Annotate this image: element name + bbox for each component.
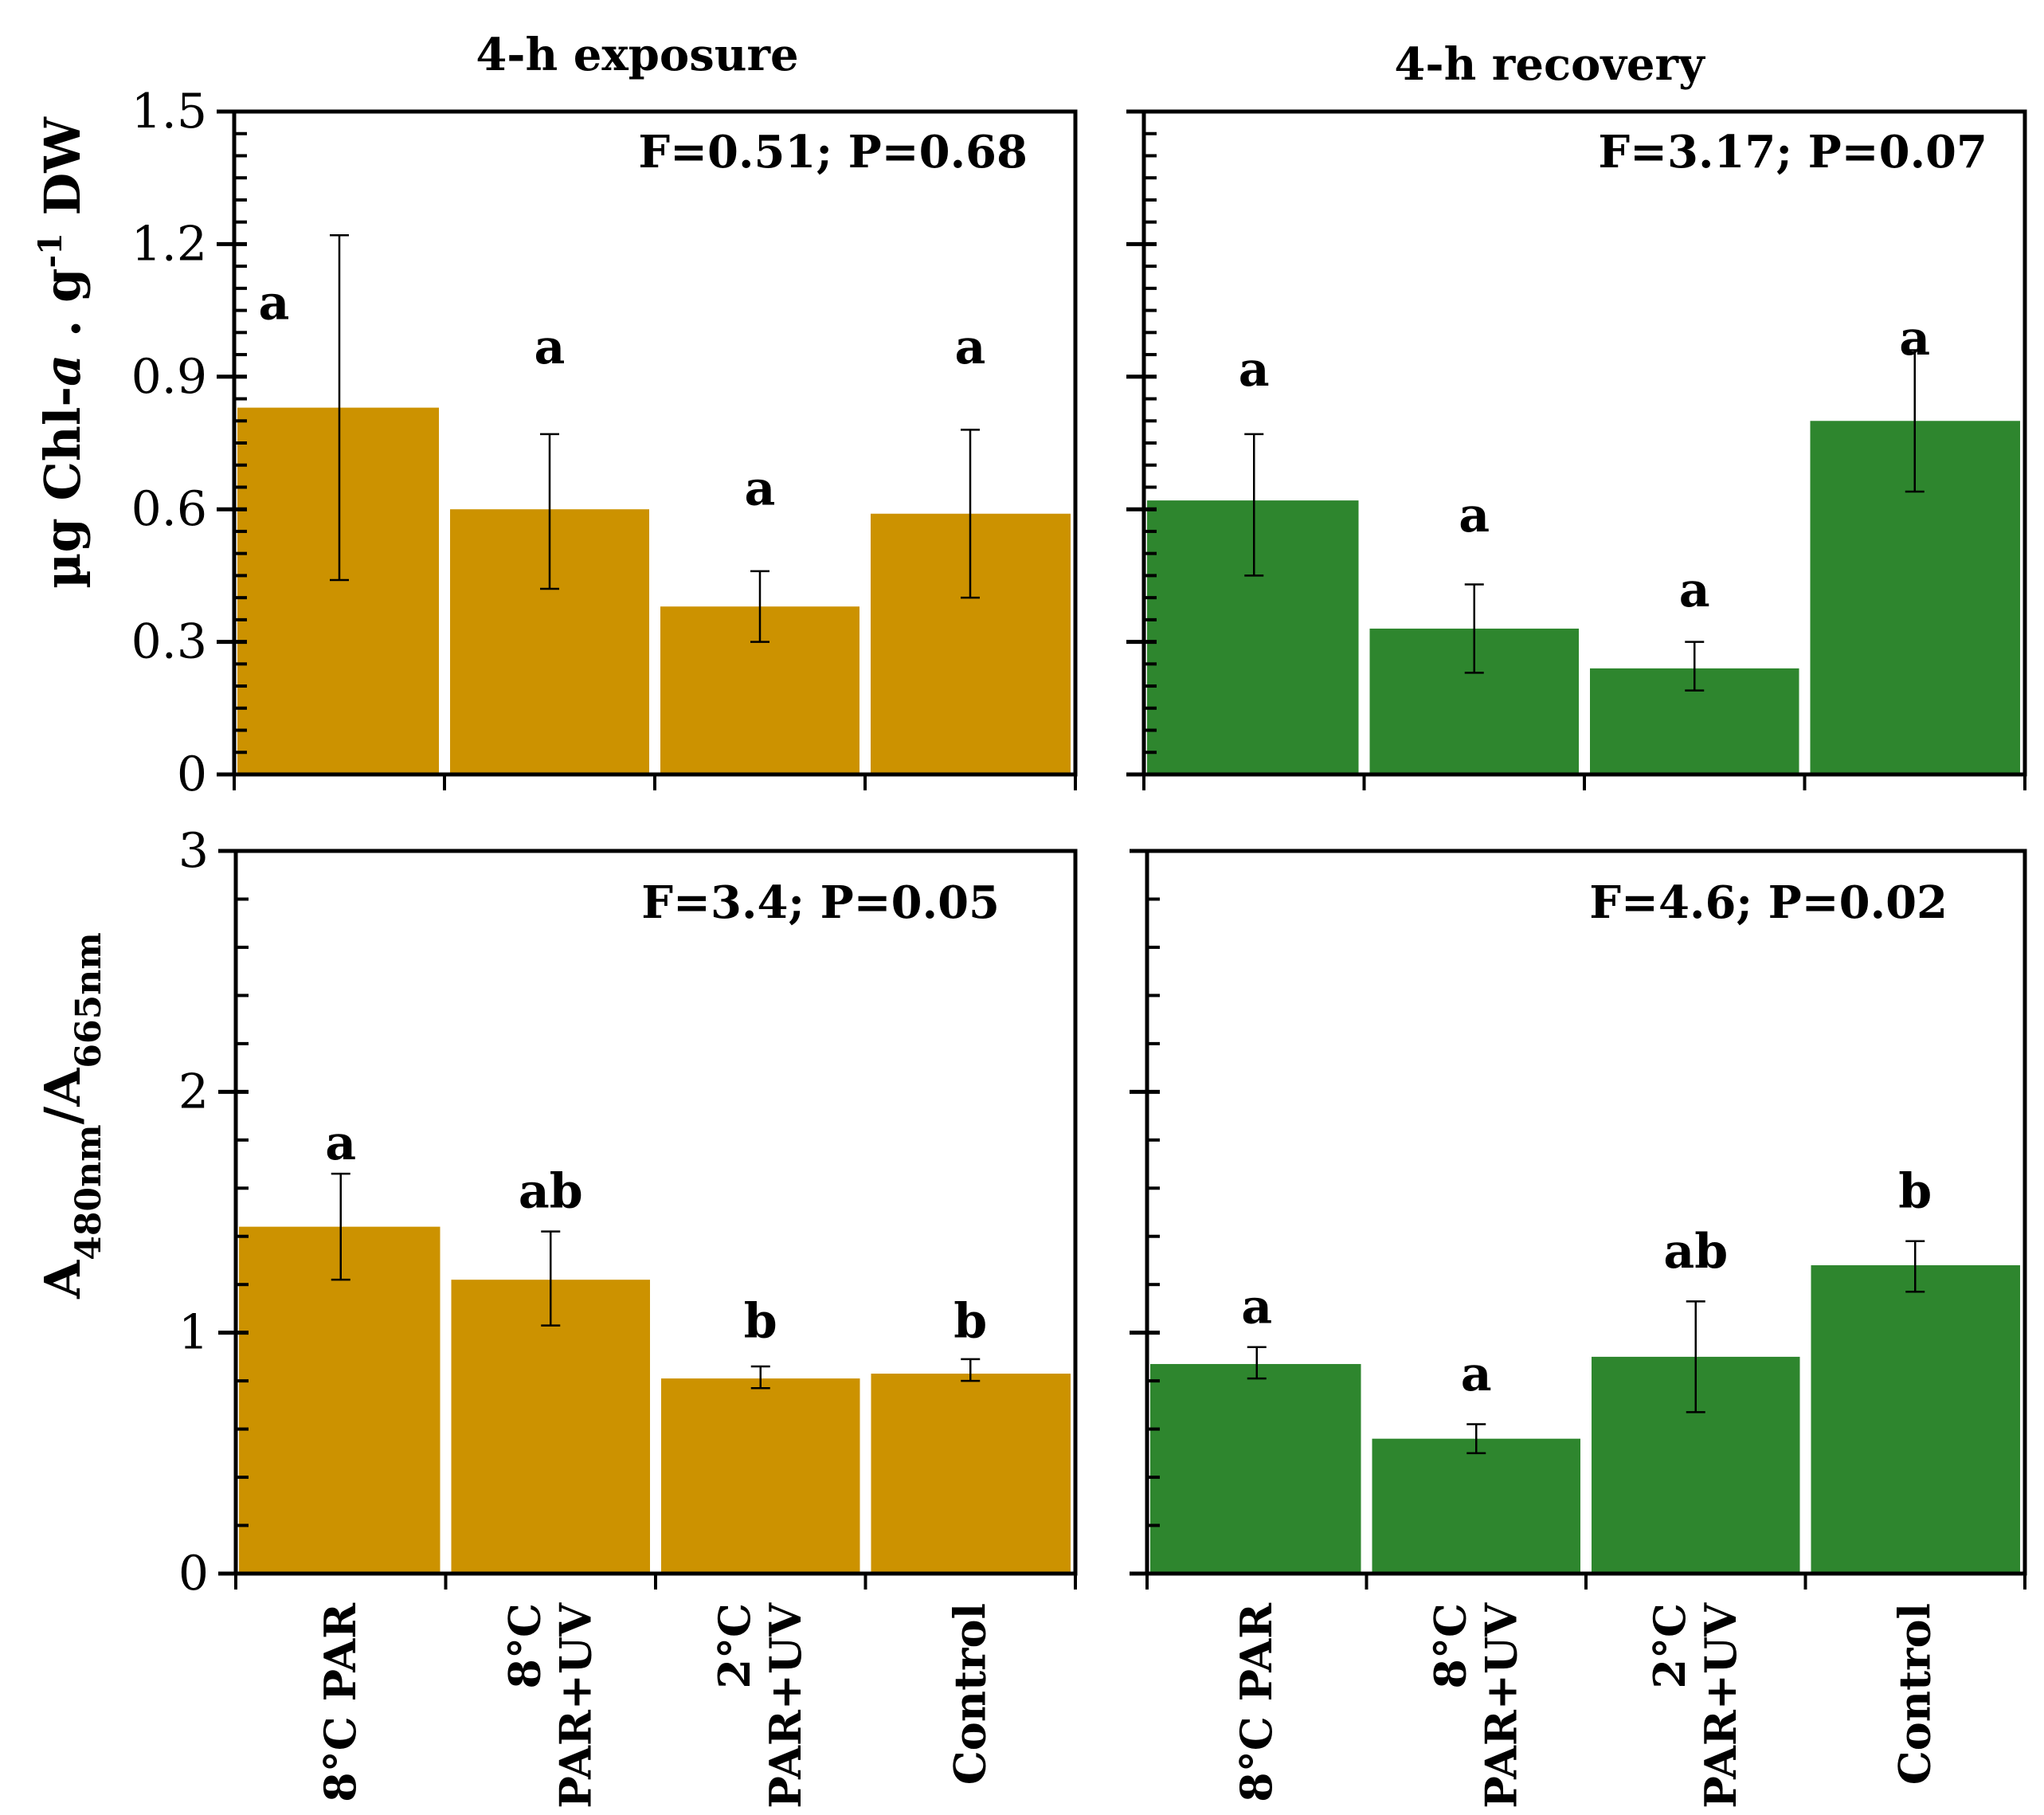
- y-tick-label: 3: [178, 823, 209, 879]
- panel-chl-recovery: a a a a F=3.17; P=0.07: [1126, 109, 2027, 790]
- panel-ratio-recovery: a a ab b F=4.6; P=0.02: [1130, 849, 2027, 1590]
- significance-letter: a: [534, 319, 566, 375]
- ylabel-part: . g: [33, 269, 92, 355]
- ylabel-part: a: [33, 355, 92, 386]
- y-tick-label: 0.9: [131, 349, 207, 405]
- significance-letter: b: [953, 1294, 987, 1350]
- error-bar: [1247, 1346, 1267, 1380]
- error-bar: [330, 234, 349, 582]
- error-bar: [1466, 1423, 1486, 1455]
- bar: [451, 1280, 650, 1574]
- error-bar: [1244, 433, 1264, 577]
- ylabel-part: /A: [33, 1068, 92, 1125]
- significance-letter: a: [1461, 1347, 1492, 1402]
- category-label: 2°C: [1644, 1603, 1695, 1689]
- ylabel-part: 480nm: [69, 1124, 109, 1260]
- significance-letter: ab: [519, 1163, 583, 1219]
- panel-chl-exposure: a a a a 0 0.3 0.6 0.9 1.2 1.5 F=0.51; P=0.68: [131, 84, 1078, 802]
- significance-letter: a: [1241, 1280, 1272, 1335]
- significance-letter: a: [259, 276, 290, 331]
- column-title-recovery: 4-h recovery: [1394, 38, 1705, 91]
- bar: [239, 1226, 441, 1574]
- y-tick-label: 1: [178, 1305, 209, 1361]
- bar: [871, 1374, 1071, 1574]
- category-label: Control: [944, 1603, 995, 1785]
- ylabel-part: 665nm: [69, 932, 109, 1068]
- category-label: 8°C PAR: [1231, 1602, 1282, 1802]
- significance-letter: a: [1899, 311, 1930, 367]
- error-bar: [750, 1365, 770, 1390]
- category-label: Control: [1889, 1603, 1940, 1785]
- ylabel-part: -1: [32, 233, 69, 268]
- error-bar: [541, 1230, 561, 1327]
- ylabel-chl-a: µg Chl-a . g-1 DW: [32, 116, 92, 589]
- error-bar: [1905, 1240, 1925, 1293]
- bar: [1811, 1265, 2020, 1574]
- category-label: 8°C PAR: [315, 1602, 366, 1802]
- significance-letter: a: [1459, 488, 1490, 543]
- significance-letter: a: [1239, 342, 1270, 398]
- category-labels: 8°C PAR 8°C PAR+UV 2°C PAR+UV Control 8°C PAR 8…: [315, 1602, 1940, 1809]
- stat-annotation: F=3.4; P=0.05: [641, 876, 1000, 929]
- y-tick-label: 1.2: [131, 216, 207, 272]
- significance-letter: ab: [1663, 1224, 1728, 1280]
- category-label: 2°C: [709, 1603, 760, 1689]
- significance-letter: b: [1898, 1163, 1932, 1219]
- panel-ratio-exposure: a ab b b 0 1 2 3 F=3.4; P=0.05: [178, 823, 1078, 1601]
- error-bar: [331, 1172, 350, 1281]
- error-bar: [540, 433, 559, 590]
- error-bar: [961, 429, 980, 599]
- y-tick-label: 0.6: [131, 481, 207, 537]
- error-bar: [1464, 583, 1484, 674]
- y-tick-label: 2: [178, 1064, 209, 1119]
- stat-annotation: F=0.51; P=0.68: [638, 126, 1028, 178]
- bar: [1150, 1363, 1361, 1574]
- bar: [1372, 1438, 1580, 1574]
- ylabel-part: µg Chl-: [33, 386, 92, 589]
- ylabel-part: A: [33, 1260, 92, 1300]
- y-tick-label: 0: [178, 1546, 209, 1601]
- bar: [237, 407, 439, 774]
- error-bar: [1905, 349, 1925, 493]
- category-label: PAR+UV: [1475, 1602, 1526, 1809]
- significance-letter: a: [745, 461, 776, 517]
- category-label: PAR+UV: [550, 1602, 601, 1809]
- stat-annotation: F=3.17; P=0.07: [1598, 126, 1987, 178]
- significance-letter: a: [955, 319, 986, 375]
- stat-annotation: F=4.6; P=0.02: [1589, 876, 1948, 929]
- category-label: 8°C: [499, 1603, 550, 1689]
- error-bar: [961, 1358, 981, 1382]
- y-tick-label: 0: [177, 747, 207, 802]
- y-tick-label: 1.5: [131, 84, 207, 139]
- category-label: PAR+UV: [760, 1602, 811, 1809]
- significance-letter: a: [325, 1115, 356, 1171]
- error-bar: [1685, 641, 1705, 692]
- bar: [661, 1378, 860, 1574]
- bar: [1147, 500, 1359, 774]
- ylabel-part: DW: [33, 116, 92, 233]
- error-bar: [750, 570, 769, 643]
- error-bar: [1686, 1300, 1705, 1413]
- category-label: 8°C: [1424, 1603, 1475, 1689]
- significance-letter: a: [1679, 563, 1710, 618]
- y-tick-label: 0.3: [131, 614, 207, 670]
- column-title-exposure: 4-h exposure: [476, 29, 798, 81]
- significance-letter: b: [744, 1294, 777, 1350]
- ylabel-absorbance-ratio: A480nm/A665nm: [33, 932, 109, 1300]
- category-label: PAR+UV: [1695, 1602, 1746, 1809]
